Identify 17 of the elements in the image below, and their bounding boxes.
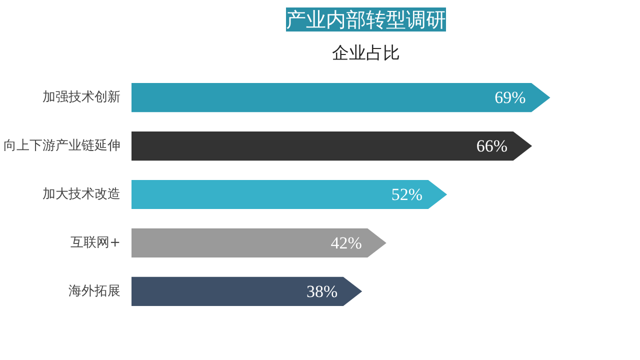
bar — [132, 180, 448, 210]
bar — [132, 228, 386, 258]
data-label: 38% — [306, 282, 338, 301]
y-tick-label: 加大技术改造 — [42, 187, 120, 202]
bar — [132, 276, 362, 306]
y-tick-label: 加强技术创新 — [42, 90, 120, 106]
data-label: 66% — [476, 136, 508, 156]
bar — [132, 83, 550, 112]
y-tick-label: 互联网+ — [70, 235, 121, 250]
data-label: 52% — [391, 185, 423, 204]
y-tick-label: 海外拓展 — [68, 284, 120, 299]
y-tick-label: 向上下游产业链延伸 — [4, 138, 120, 154]
data-label: 69% — [494, 88, 526, 108]
chart-subtitle: 企业占比 — [332, 44, 400, 64]
chart-title: 产业内部转型调研 — [286, 8, 446, 32]
data-label: 42% — [330, 233, 362, 252]
bar — [132, 132, 532, 161]
